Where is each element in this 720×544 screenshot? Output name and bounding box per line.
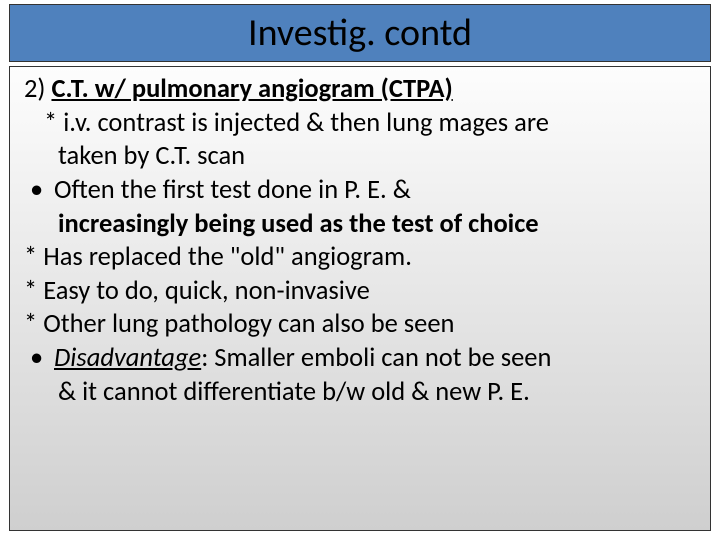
line-5: increasingly being used as the test of c…: [24, 208, 696, 242]
line-4: • Often the first test done in P. E. &: [24, 174, 696, 208]
line-3: taken by C.T. scan: [24, 140, 696, 174]
line-4-text: Often the first test done in P. E. &: [54, 174, 411, 208]
title-bar: Investig. contd: [9, 4, 711, 62]
line-1: 2) C.T. w/ pulmonary angiogram (CTPA): [24, 73, 696, 107]
line-2: * i.v. contrast is injected & then lung …: [24, 107, 696, 141]
line-1-prefix: 2): [24, 73, 51, 105]
bullet-icon: •: [24, 342, 54, 376]
line-10: & it cannot differentiate b/w old & new …: [24, 376, 696, 410]
line-9-text: Disadvantage: Smaller emboli can not be …: [54, 342, 551, 376]
slide: Investig. contd 2) C.T. w/ pulmonary ang…: [0, 4, 720, 544]
line-7: * Easy to do, quick, non-invasive: [24, 275, 696, 309]
line-1-main: C.T. w/ pulmonary angiogram (CTPA): [51, 73, 452, 105]
line-9-rest: : Smaller emboli can not be seen: [201, 342, 551, 374]
content-box: 2) C.T. w/ pulmonary angiogram (CTPA) * …: [9, 66, 711, 531]
slide-title: Investig. contd: [248, 10, 472, 56]
line-9: • Disadvantage: Smaller emboli can not b…: [24, 342, 696, 376]
bullet-icon: •: [24, 174, 54, 208]
line-9-label: Disadvantage: [54, 342, 201, 374]
line-6: * Has replaced the "old" angiogram.: [24, 241, 696, 275]
line-8: * Other lung pathology can also be seen: [24, 308, 696, 342]
